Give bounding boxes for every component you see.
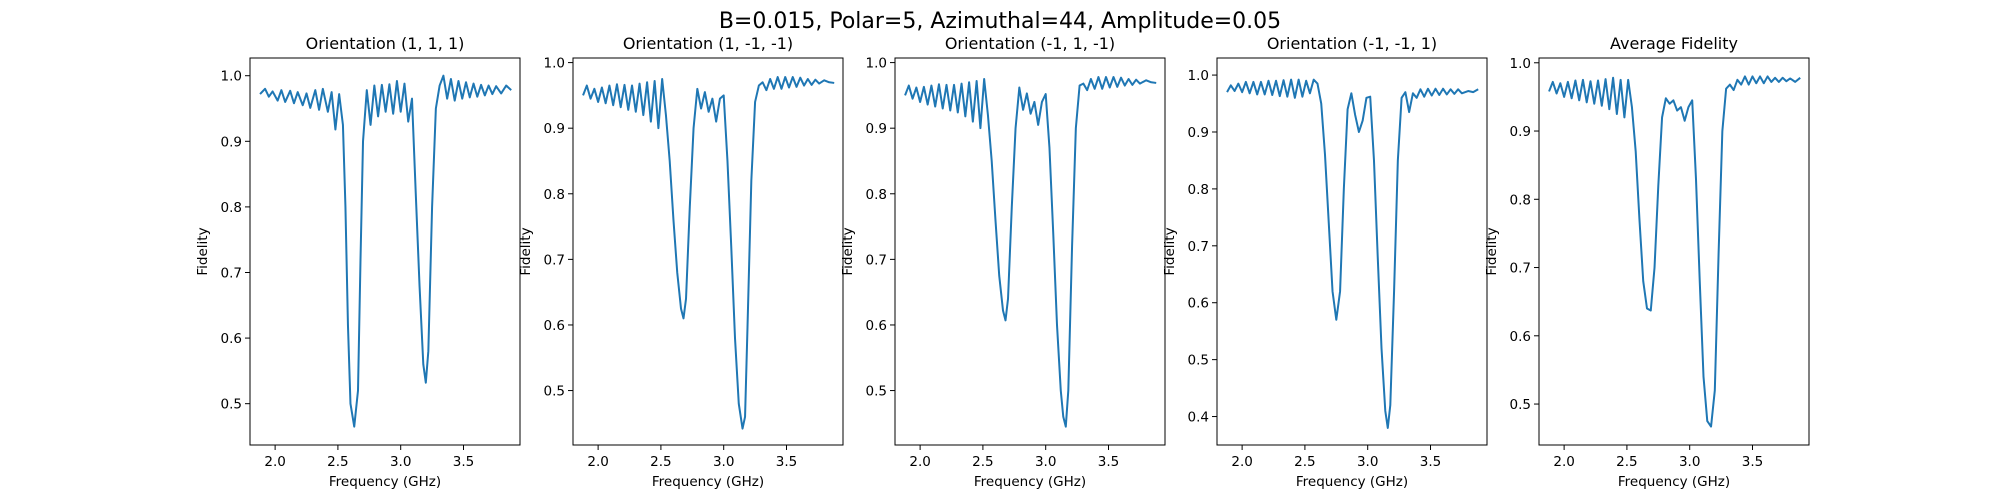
- x-tick-label: 3.5: [776, 454, 797, 470]
- x-axis-label: Frequency (GHz): [329, 474, 441, 490]
- x-tick-label: 2.5: [1294, 454, 1315, 470]
- x-tick-label: 3.0: [713, 454, 734, 470]
- x-tick-label: 3.0: [1357, 454, 1378, 470]
- x-axis-label: Frequency (GHz): [1618, 474, 1730, 490]
- x-tick-label: 2.5: [327, 454, 348, 470]
- x-tick-label: 2.5: [972, 454, 993, 470]
- x-axis-label: Frequency (GHz): [652, 474, 764, 490]
- y-tick-label: 0.5: [1188, 353, 1209, 369]
- axes-frame: [572, 57, 844, 446]
- y-tick-label: 0.9: [866, 121, 887, 137]
- axes-frame: [894, 57, 1166, 446]
- x-tick-label: 3.5: [1420, 454, 1441, 470]
- y-axis-label: Fidelity: [1484, 227, 1500, 275]
- y-tick-label: 0.5: [221, 397, 242, 413]
- y-axis-label: Fidelity: [840, 227, 856, 275]
- y-tick-label: 0.9: [544, 121, 565, 137]
- subplot-title: Average Fidelity: [1610, 34, 1738, 53]
- fidelity-line: [259, 74, 512, 428]
- y-tick-label: 0.5: [1510, 397, 1531, 413]
- x-tick-label: 2.0: [909, 454, 930, 470]
- axes-frame: [1538, 57, 1810, 446]
- fidelity-line: [904, 76, 1157, 428]
- y-tick-label: 0.4: [1188, 410, 1209, 426]
- y-tick-label: 1.0: [221, 69, 242, 85]
- subplot-4: 2.0 2.5 3.0 3.5 0.4 0.5 0.6 0.7 0.8 0.9 1.0 Orienta…: [1162, 34, 1488, 490]
- y-tick-label: 1.0: [866, 56, 887, 72]
- y-tick-label: 0.6: [221, 331, 242, 347]
- x-tick-label: 2.5: [1616, 454, 1637, 470]
- y-tick-label: 1.0: [1188, 68, 1209, 84]
- y-tick-label: 0.5: [544, 384, 565, 400]
- x-tick-label: 3.5: [453, 454, 474, 470]
- y-tick-label: 0.8: [221, 200, 242, 216]
- y-tick-label: 0.6: [1510, 329, 1531, 345]
- subplot-title: Orientation (-1, -1, 1): [1267, 34, 1437, 53]
- figure-suptitle: B=0.015, Polar=5, Azimuthal=44, Amplitud…: [719, 9, 1281, 34]
- y-tick-label: 0.7: [221, 265, 242, 281]
- x-tick-label: 3.5: [1098, 454, 1119, 470]
- x-tick-label: 2.0: [1553, 454, 1574, 470]
- x-tick-label: 3.5: [1742, 454, 1763, 470]
- y-tick-label: 0.7: [1510, 261, 1531, 277]
- y-tick-label: 1.0: [544, 56, 565, 72]
- subplot-1: 2.0 2.5 3.0 3.5 0.5 0.6 0.7 0.8 0.9 1.0 Orientatio…: [195, 34, 521, 490]
- axes-frame: [1216, 57, 1488, 446]
- y-tick-label: 0.8: [1510, 192, 1531, 208]
- subplot-title: Orientation (1, 1, 1): [306, 34, 465, 53]
- subplot-title: Orientation (1, -1, -1): [623, 34, 793, 53]
- x-axis-label: Frequency (GHz): [1296, 474, 1408, 490]
- y-axis-label: Fidelity: [1162, 227, 1178, 275]
- y-axis-label: Fidelity: [518, 227, 534, 275]
- y-axis-label: Fidelity: [195, 227, 211, 275]
- y-tick-label: 0.6: [1188, 296, 1209, 312]
- y-tick-label: 0.6: [544, 318, 565, 334]
- y-tick-label: 0.6: [866, 318, 887, 334]
- subplot-2: 2.0 2.5 3.0 3.5 0.5 0.6 0.7 0.8 0.9 1.0 Orientatio…: [518, 34, 844, 490]
- fidelity-line: [1548, 75, 1801, 428]
- y-tick-label: 0.8: [866, 187, 887, 203]
- y-tick-label: 0.9: [221, 134, 242, 150]
- y-tick-label: 0.7: [866, 252, 887, 268]
- x-axis-label: Frequency (GHz): [974, 474, 1086, 490]
- y-tick-label: 0.9: [1188, 125, 1209, 141]
- y-tick-label: 0.7: [1188, 239, 1209, 255]
- y-tick-label: 0.8: [544, 187, 565, 203]
- y-tick-label: 1.0: [1510, 56, 1531, 72]
- y-tick-label: 0.9: [1510, 124, 1531, 140]
- y-tick-label: 0.8: [1188, 182, 1209, 198]
- y-tick-label: 0.5: [866, 384, 887, 400]
- x-tick-label: 3.0: [1035, 454, 1056, 470]
- axes-frame: [249, 57, 521, 446]
- fidelity-line: [582, 76, 835, 430]
- x-tick-label: 2.5: [650, 454, 671, 470]
- x-tick-label: 3.0: [390, 454, 411, 470]
- subplot-3: 2.0 2.5 3.0 3.5 0.5 0.6 0.7 0.8 0.9 1.0 Orientatio…: [840, 34, 1166, 490]
- x-tick-label: 2.0: [1231, 454, 1252, 470]
- x-tick-label: 3.0: [1679, 454, 1700, 470]
- x-tick-label: 2.0: [264, 454, 285, 470]
- fidelity-line: [1226, 78, 1479, 429]
- subplot-title: Orientation (-1, 1, -1): [945, 34, 1115, 53]
- y-tick-label: 0.7: [544, 252, 565, 268]
- subplot-5: 2.0 2.5 3.0 3.5 0.5 0.6 0.7 0.8 0.9 1.0 Average Fi…: [1484, 34, 1810, 490]
- x-tick-label: 2.0: [587, 454, 608, 470]
